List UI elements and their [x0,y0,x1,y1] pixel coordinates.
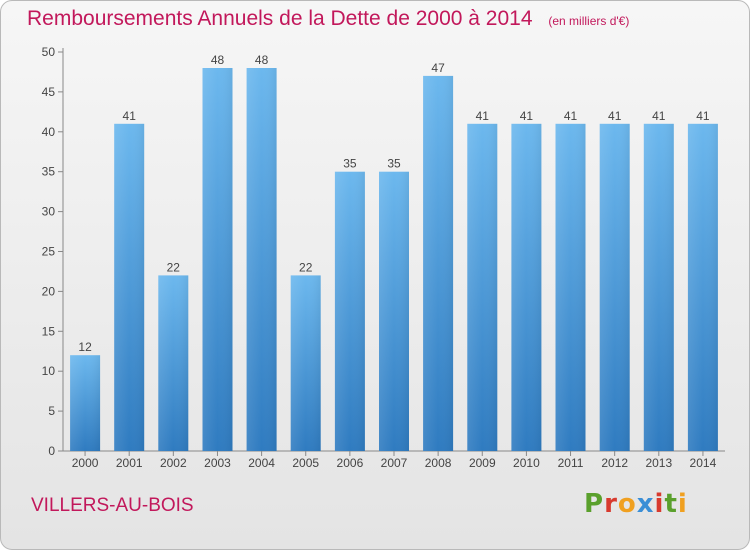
bar-shading [643,123,674,452]
bar-shading [246,68,277,451]
bar-value-label: 35 [343,157,357,171]
x-tick-label: 2000 [72,456,99,470]
proxiti-logo: Proxiti [584,489,688,519]
bar-value-label: 41 [564,109,578,123]
bar-shading [70,355,101,451]
x-tick-label: 2009 [469,456,496,470]
logo-letter: t [664,489,678,519]
y-tick-label: 35 [42,165,56,179]
bar-value-label: 22 [167,260,181,274]
logo-letter: x [636,489,655,519]
y-tick-label: 40 [42,125,56,139]
x-tick-label: 2007 [381,456,408,470]
y-tick-label: 25 [42,245,56,259]
chart-subtitle: (en milliers d'€) [548,14,630,28]
x-tick-label: 2010 [513,456,540,470]
bar-value-label: 22 [299,260,313,274]
logo-letter: P [584,489,605,519]
bar-shading [467,123,498,452]
x-tick-label: 2003 [204,456,231,470]
x-tick-label: 2005 [292,456,319,470]
bar-value-label: 12 [78,340,92,354]
y-tick-label: 0 [48,444,55,458]
bar-value-label: 35 [387,157,401,171]
bar-shading [599,123,630,452]
y-tick-label: 45 [42,85,56,99]
logo-letter: i [654,489,665,519]
bar-value-label: 41 [608,109,622,123]
x-tick-label: 2011 [558,456,584,470]
y-tick-label: 15 [42,324,56,338]
bar-value-label: 41 [123,109,137,123]
bar-value-label: 41 [696,109,710,123]
bar-shading [202,68,233,451]
x-tick-label: 2002 [160,456,187,470]
x-tick-label: 2008 [425,456,452,470]
y-tick-label: 50 [42,45,56,59]
x-tick-label: 2013 [645,456,672,470]
y-tick-label: 5 [48,404,55,418]
bar-value-label: 48 [211,53,225,67]
bar-shading [555,123,586,452]
bar-shading [423,75,454,452]
bar-value-label: 41 [476,109,490,123]
bar-shading [334,171,365,451]
x-tick-label: 2001 [116,456,143,470]
chart-title-text: Remboursements Annuels de la Dette de 20… [27,7,533,30]
bar-shading [379,171,409,451]
x-tick-label: 2004 [248,456,275,470]
x-tick-label: 2012 [601,456,628,470]
bar-shading [114,123,145,452]
x-tick-label: 2014 [690,456,717,470]
x-tick-label: 2006 [337,456,364,470]
bar-value-label: 47 [431,61,445,75]
bar-shading [290,275,321,451]
logo-letter: r [604,489,618,519]
bar-shading [687,123,718,452]
bar-value-label: 41 [520,109,534,123]
logo-letter: i [677,489,688,519]
bar-shading [511,123,542,452]
logo-letter: o [617,489,637,519]
bar-shading [158,275,189,451]
bar-value-label: 41 [652,109,666,123]
y-tick-label: 10 [42,364,56,378]
town-name: VILLERS-AU-BOIS [31,495,194,516]
y-tick-label: 30 [42,205,56,219]
y-tick-label: 20 [42,284,56,298]
bar-value-label: 48 [255,53,269,67]
chart-title: Remboursements Annuels de la Dette de 20… [27,7,629,31]
